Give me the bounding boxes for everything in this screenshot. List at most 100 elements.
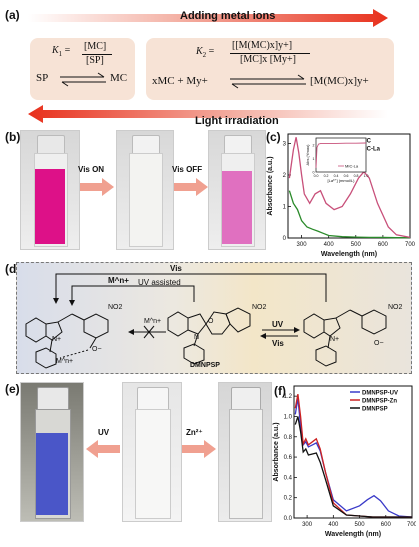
x-tick-label: 500	[351, 242, 362, 248]
x-tick-label: 500	[355, 522, 366, 528]
adding-metal-ions-text: Adding metal ions	[180, 10, 276, 22]
scheme-no2-middle: NO2	[252, 304, 267, 311]
x-tick-label: 600	[378, 242, 389, 248]
eq1-equilibrium-arrows	[60, 72, 106, 87]
scheme-vis: Vis	[272, 339, 284, 348]
panel-e-label: (e)	[5, 382, 20, 396]
eq2-equilibrium-arrows	[230, 74, 306, 89]
y-tick-label: 1	[283, 204, 287, 210]
inset-legend-label: MIC-La	[345, 164, 359, 169]
inset-x-tick-label: 0.2	[324, 174, 329, 178]
scheme-vis-top: Vis	[170, 264, 182, 273]
vial-photo-blue	[20, 382, 84, 522]
panel-f-label: (f)	[274, 384, 286, 398]
inset-y-tick-label: 1	[313, 157, 315, 161]
scheme-cross-metal: M^n+	[144, 318, 162, 325]
scheme-n-plus-left: N+	[52, 336, 62, 343]
uv-text: UV	[98, 428, 110, 437]
x-tick-label: 700	[405, 242, 416, 248]
panel-b-label: (b)	[5, 130, 21, 144]
vis-off-text: Vis OFF	[172, 165, 203, 174]
scheme-metal-complex: M^n+	[56, 358, 74, 365]
scheme-n-middle: N	[194, 334, 200, 341]
y-tick-label: 2	[283, 173, 287, 179]
legend-label: DMNPSP	[362, 407, 388, 413]
eq2-denominator: [MC]x [My+]	[240, 54, 296, 65]
light-irradiation-text: Light irradiation	[195, 115, 279, 127]
inset-x-tick-label: 0.0	[314, 174, 319, 178]
scheme-no2-right: NO2	[388, 304, 403, 311]
vial-photo-clear	[116, 130, 174, 250]
eq2-fraction-bar	[230, 53, 310, 54]
eq1-denominator: [SP]	[86, 55, 104, 66]
x-tick-label: 400	[324, 242, 335, 248]
scheme-uv: UV	[272, 320, 284, 329]
x-tick-label: 300	[302, 522, 313, 528]
inset-x-tick-label: 0.4	[334, 174, 339, 178]
equilibrium-box-2	[146, 38, 394, 100]
y-tick-label: 0.2	[284, 496, 293, 502]
x-axis-label: Wavelength (nm)	[325, 531, 381, 538]
scheme-compound-name: DMNPSP	[190, 362, 220, 369]
eq1-fraction-bar	[82, 54, 112, 55]
y-axis-label: Absorbance (a.u.)	[267, 156, 274, 215]
inset-x-label: [La³⁺] (mmol/L)	[327, 178, 355, 183]
eq2-left: xMC + My+	[152, 75, 208, 87]
y-tick-label: 0.0	[284, 516, 293, 522]
light-irradiation-arrow	[28, 105, 388, 123]
eq2-k-label: K2 =	[196, 46, 215, 59]
inset-y-tick-label: 2	[313, 143, 315, 147]
scheme-o-middle: O	[208, 318, 214, 325]
y-axis-label: Absorbance (a.u.)	[273, 422, 280, 481]
scheme-uv-assisted: UV assisted	[138, 278, 181, 287]
y-tick-label: 0.4	[284, 475, 293, 481]
eq1-k-label: K1 =	[52, 45, 71, 58]
plot-frame	[293, 385, 413, 519]
vial-photo-magenta	[20, 130, 80, 250]
y-tick-label: 3	[283, 141, 287, 147]
legend-label: DMNPSP-Zn	[362, 399, 397, 405]
eq1-left: SP	[36, 72, 49, 84]
y-tick-label: 1.2	[284, 394, 293, 400]
vis-on-arrow	[80, 178, 114, 196]
series-line-dmnpsp	[294, 416, 412, 518]
panel-c-label: (c)	[266, 130, 281, 144]
legend-label: DMNPSP-UV	[362, 391, 398, 397]
absorbance-chart-f: 300 400 500 600 700 0.0 0.2 0.4 0.6 0.8 1.0 1.2 Wave…	[273, 385, 416, 538]
inset-x-tick-label: 0.6	[344, 174, 349, 178]
inset-x-tick-label: 1.0	[364, 174, 369, 178]
reaction-scheme-box	[16, 262, 412, 374]
y-tick-label: 0	[283, 236, 287, 242]
uv-arrow	[86, 440, 120, 458]
legend-label: MIC-La	[360, 147, 381, 153]
vis-off-arrow	[174, 178, 208, 196]
adding-metal-ions-arrow	[28, 9, 388, 27]
x-tick-label: 600	[381, 522, 392, 528]
y-tick-label: 1.0	[284, 414, 293, 420]
eq2-numerator: [[M(MC)x]y+]	[232, 40, 293, 51]
scheme-o-minus-right: O−	[374, 340, 384, 347]
inset-series-line	[315, 142, 367, 168]
vial-photo-pink	[208, 130, 266, 250]
y-tick-label: 0.8	[284, 435, 293, 441]
x-tick-label: 300	[297, 242, 308, 248]
scheme-no2-left: NO2	[108, 304, 123, 311]
series-line-mic-la	[288, 137, 411, 239]
zn-arrow	[182, 440, 216, 458]
inset-y-label: Abs (Ymax)	[305, 144, 310, 166]
eq2-right: [M(MC)x]y+	[310, 75, 369, 87]
reaction-scheme-drawing	[25, 273, 387, 369]
y-tick-label: 0.6	[284, 455, 293, 461]
x-tick-label: 400	[328, 522, 339, 528]
series-line-mic	[288, 190, 410, 239]
eq1-right: MC	[110, 72, 128, 84]
scheme-n-plus-right: N+	[330, 336, 340, 343]
eq1-numerator: [MC]	[84, 41, 107, 52]
inset-y-tick-label: 0	[313, 171, 315, 175]
equilibrium-box-1	[30, 38, 135, 100]
scheme-metal-top: M^n+	[108, 276, 129, 285]
vial-photo-clear-e	[122, 382, 182, 522]
absorbance-chart-c: 300 400 500 600 700 0 1 2 3 Wavelength (nm) Absorb…	[267, 133, 416, 258]
vial-photo-clear-zn	[218, 382, 272, 522]
inset-x-tick-label: 0.8	[354, 174, 359, 178]
